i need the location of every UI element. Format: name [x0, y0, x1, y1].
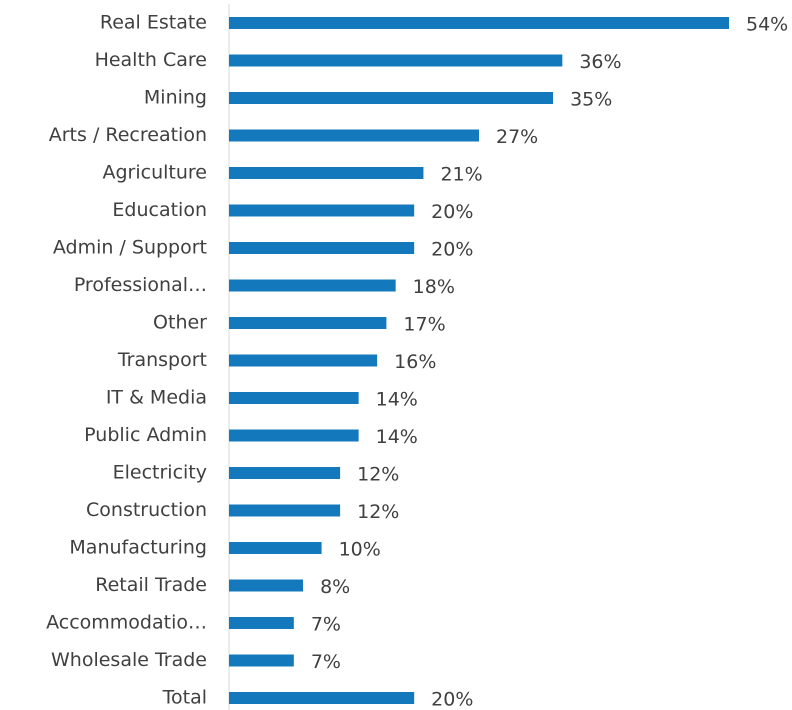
data-label: 20%: [431, 239, 473, 261]
data-label: 36%: [579, 51, 621, 73]
category-label: Real Estate: [100, 12, 207, 34]
category-label: Other: [153, 312, 207, 334]
bar: [229, 392, 359, 404]
category-label: Mining: [144, 87, 207, 109]
data-label: 20%: [431, 689, 473, 710]
data-label: 17%: [403, 314, 445, 336]
data-label: 10%: [339, 539, 381, 561]
data-label: 27%: [496, 126, 538, 148]
category-label: Construction: [86, 499, 207, 521]
bar: [229, 354, 378, 367]
category-label: Wholesale Trade: [51, 649, 207, 671]
data-label: 14%: [376, 426, 418, 448]
category-label: Accommodatio…: [46, 612, 207, 634]
data-label: 12%: [357, 464, 399, 486]
bar: [229, 504, 341, 517]
bar: [229, 317, 387, 329]
data-label: 14%: [376, 389, 418, 411]
data-label: 7%: [311, 651, 341, 673]
category-label: Health Care: [95, 49, 207, 71]
bar: [229, 92, 554, 104]
bar: [229, 579, 304, 592]
category-label: Professional…: [74, 274, 207, 296]
data-label: 8%: [320, 576, 350, 598]
bar: [229, 429, 359, 442]
category-label: Electricity: [113, 462, 207, 484]
data-label: 35%: [570, 89, 612, 111]
data-label: 18%: [413, 276, 455, 298]
category-label: Education: [112, 199, 207, 221]
category-label: IT & Media: [106, 387, 207, 409]
bar: [229, 279, 396, 292]
bar: [229, 17, 729, 29]
data-label: 7%: [311, 614, 341, 636]
data-label: 20%: [431, 201, 473, 223]
category-label: Manufacturing: [69, 537, 207, 559]
bar: [229, 467, 341, 479]
category-label: Retail Trade: [95, 574, 207, 596]
category-label: Public Admin: [84, 424, 207, 446]
category-label: Total: [162, 687, 207, 709]
data-label: 12%: [357, 501, 399, 523]
bar: [229, 542, 322, 554]
data-label: 54%: [746, 14, 788, 36]
category-label: Arts / Recreation: [49, 124, 207, 146]
category-label: Agriculture: [103, 162, 208, 184]
bar: [229, 54, 563, 67]
bar: [229, 129, 479, 142]
bar: [229, 167, 424, 179]
bar: [229, 204, 415, 217]
bar: [229, 692, 415, 704]
bar: [229, 242, 415, 254]
data-label: 16%: [394, 351, 436, 373]
category-label: Transport: [117, 349, 207, 371]
data-label: 21%: [440, 164, 482, 186]
bar: [229, 654, 294, 667]
bar: [229, 617, 294, 629]
category-label: Admin / Support: [53, 237, 207, 259]
